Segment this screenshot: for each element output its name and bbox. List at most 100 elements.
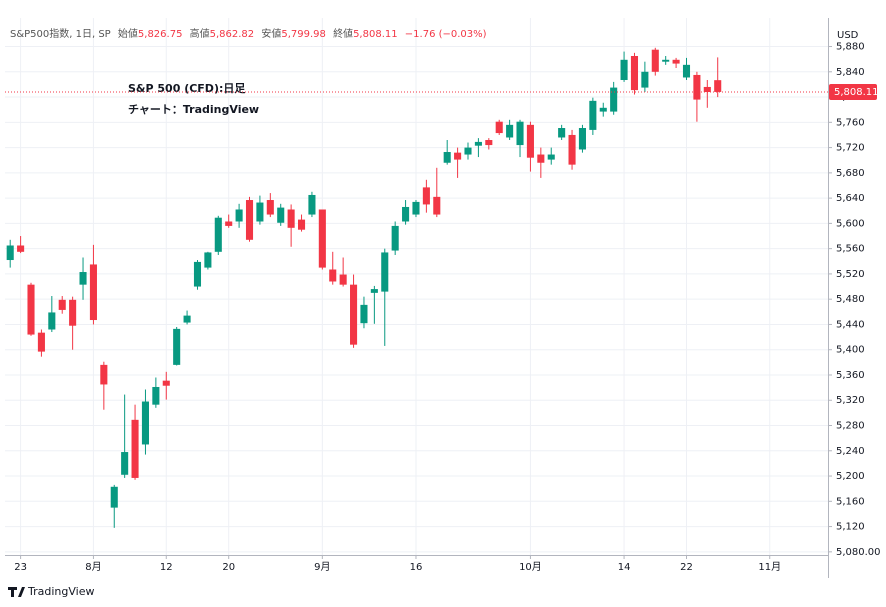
candle-body [308, 194, 316, 215]
x-tick-label: 11月 [758, 561, 781, 573]
low-value: 5,799.98 [281, 29, 326, 40]
close-label: 終値 [333, 27, 353, 40]
y-tick-label: 5,240 [836, 446, 865, 457]
candle-body [454, 152, 462, 160]
candle-body [433, 196, 441, 215]
y-tick-label: 5,640 [836, 193, 865, 204]
candle-body [58, 299, 66, 310]
x-tick-label: 20 [222, 562, 235, 573]
symbol: S&P500指数, 1日, SP [10, 27, 111, 40]
candle-body [100, 364, 108, 385]
candle-body [121, 452, 129, 475]
candle-body [245, 200, 254, 240]
candle-body [37, 332, 45, 352]
candle-body [27, 284, 35, 335]
x-tick-label: 12 [160, 562, 173, 573]
candle-body [79, 272, 87, 285]
annotation: S&P 500 (CFD):日足 [128, 82, 246, 95]
candle-body [297, 219, 306, 230]
y-tick-label: 5,840 [836, 67, 865, 78]
y-tick-label: 5,200 [836, 471, 865, 482]
candle-body [641, 71, 649, 88]
y-tick-label: 5,080.00 [836, 547, 881, 558]
candle-body [516, 121, 524, 146]
grid [5, 18, 828, 555]
last-price-tag [829, 83, 877, 100]
candle-body [225, 221, 233, 226]
low-label: 安値 [261, 27, 281, 40]
y-tick-label: 5,760 [836, 117, 865, 128]
candle-body [672, 59, 680, 64]
y-tick-label: 5,520 [836, 269, 865, 280]
high-value: 5,862.82 [210, 29, 255, 40]
candle-body [703, 86, 711, 93]
candle-body [287, 209, 295, 228]
candle-body [256, 202, 264, 222]
y-tick-label: 5,720 [836, 143, 865, 154]
candle-body [162, 380, 170, 386]
candle-body [662, 59, 670, 62]
candle-body [141, 401, 149, 445]
x-tick-label: 10月 [519, 561, 542, 573]
candle-body [204, 252, 212, 268]
candle-body [370, 289, 378, 293]
x-tick-label: 16 [410, 562, 423, 573]
candle-body [48, 312, 56, 330]
candle-body [214, 217, 222, 252]
candle-body [547, 154, 555, 160]
candle-body [443, 152, 451, 163]
y-tick-label: 5,360 [836, 370, 865, 381]
candle-body [578, 128, 586, 150]
currency: USD [837, 30, 859, 41]
y-tick-label: 5,120 [836, 522, 865, 533]
last-price-label: 5,808.11 [834, 87, 879, 98]
x-tick-label: 8月 [85, 561, 101, 573]
y-tick-label: 5,400 [836, 345, 865, 356]
candle-body [381, 252, 389, 292]
y-tick-label: 5,880 [836, 42, 865, 53]
candle-body [131, 419, 139, 478]
candle-body [485, 140, 493, 146]
candle-body [266, 200, 274, 215]
y-tick-label: 5,600 [836, 218, 865, 229]
candle-body [558, 128, 566, 138]
open-value: 5,826.75 [138, 29, 183, 40]
candle-body [714, 80, 722, 92]
candle-body [610, 87, 618, 112]
y-tick-label: 5,680 [836, 168, 865, 179]
y-tick-label: 5,480 [836, 294, 865, 305]
candle-body [495, 121, 503, 134]
candle-body [89, 264, 97, 321]
x-tick-label: 9月 [314, 561, 330, 573]
candle-body [183, 315, 191, 323]
annotation: チャート：TradingView [128, 103, 259, 116]
brand: TradingView [27, 585, 94, 598]
y-tick-label: 5,280 [836, 421, 865, 432]
candle-body [69, 299, 77, 326]
candle-body [422, 187, 430, 205]
candle-body [526, 124, 534, 158]
candle-body [193, 261, 202, 287]
y-tick-label: 5,440 [836, 319, 865, 330]
candle-body [110, 486, 118, 508]
candle-body [6, 245, 14, 261]
candle-body [589, 100, 597, 130]
candle-body [339, 274, 347, 285]
brand-logo: TradingView [8, 585, 94, 598]
candle-body [318, 209, 326, 268]
change: −1.76 (−0.03%) [405, 29, 487, 40]
candle-body [506, 124, 514, 138]
close-value: 5,808.11 [353, 29, 398, 40]
x-tick-label: 23 [14, 562, 27, 573]
high-label: 高値 [190, 27, 210, 40]
candle-body [620, 59, 628, 81]
chart-header: S&P500指数, 1日, SP 始値5,826.75 高値5,862.82 安… [10, 27, 487, 40]
candle-body [682, 64, 691, 78]
candle-body [360, 304, 368, 324]
x-tick-label: 22 [680, 562, 693, 573]
y-tick-label: 5,560 [836, 244, 865, 255]
x-tick-label: 14 [618, 562, 631, 573]
candle-body [235, 209, 243, 222]
candle-body [537, 154, 545, 163]
